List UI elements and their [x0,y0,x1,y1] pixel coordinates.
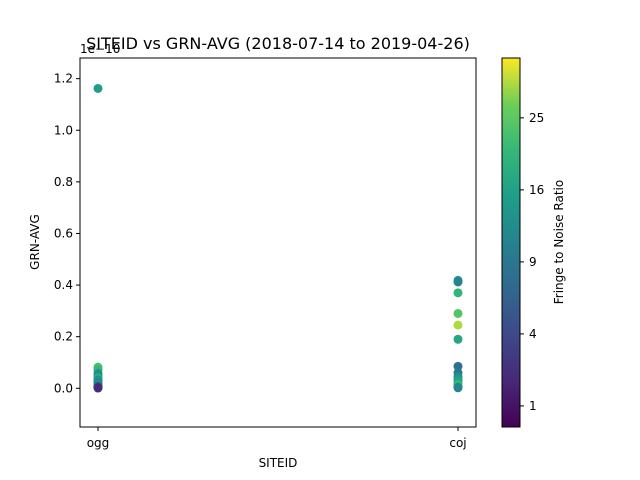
colorbar-tick-label: 4 [529,327,537,341]
y-tick-label: 0.8 [54,175,73,189]
chart-title: SITEID vs GRN-AVG (2018-07-14 to 2019-04… [86,34,470,53]
data-point [453,288,463,298]
points-layer [93,83,463,393]
y-scale-label: 1e−10 [80,42,120,56]
colorbar-ticks: 1 4 9 16 25 [520,111,544,413]
y-axis-label: GRN-AVG [28,214,42,270]
data-point [453,383,463,393]
x-axis-label: SITEID [259,456,298,470]
data-point [453,320,463,330]
y-tick-label: 0.0 [54,381,73,395]
y-axis-ticks: 0.0 0.2 0.4 0.6 0.8 1.0 1.2 [54,72,80,395]
colorbar [501,57,521,428]
data-point [93,83,103,93]
data-point [453,361,463,371]
x-tick-label: ogg [87,436,110,450]
y-tick-label: 1.2 [54,72,73,86]
y-tick-label: 0.2 [54,330,73,344]
colorbar-tick-label: 1 [529,399,537,413]
data-point [93,383,103,393]
y-tick-label: 0.4 [54,278,73,292]
data-point [453,334,463,344]
colorbar-label: Fringe to Noise Ratio [552,180,566,305]
y-tick-label: 0.6 [54,226,73,240]
data-point [453,308,463,318]
data-point [453,277,463,287]
colorbar-tick-label: 16 [529,183,544,197]
y-tick-label: 1.0 [54,123,73,137]
plot-area [79,57,477,428]
x-axis-ticks: ogg coj [87,427,467,450]
x-tick-label: coj [449,436,466,450]
colorbar-tick-label: 25 [529,111,544,125]
colorbar-tick-label: 9 [529,255,537,269]
